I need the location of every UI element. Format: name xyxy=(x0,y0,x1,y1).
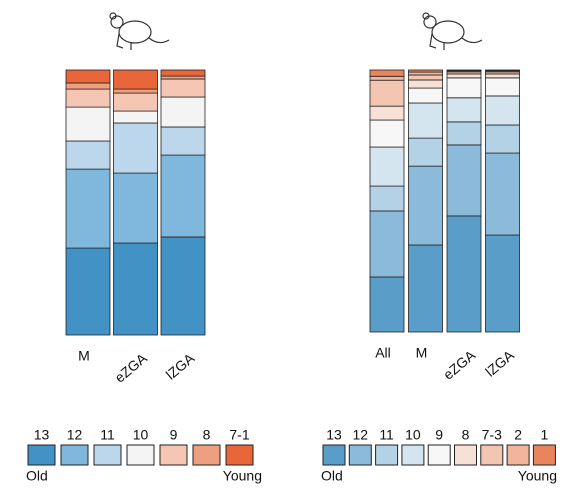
bar-segment xyxy=(486,74,520,78)
bar-segment xyxy=(161,79,205,97)
x-tick-label: lZGA xyxy=(163,349,198,382)
bar-segment xyxy=(370,186,404,211)
legend-swatch xyxy=(61,445,88,465)
legend-label: 12 xyxy=(67,427,83,443)
bar-segment xyxy=(447,98,481,122)
bar-segment xyxy=(114,89,158,93)
bar-segment xyxy=(409,75,443,80)
legend-label: 7-3 xyxy=(482,427,502,443)
bar-segment xyxy=(66,141,110,169)
bar-segment xyxy=(370,76,404,80)
legend-swatch xyxy=(323,445,345,465)
bar-segment xyxy=(370,147,404,186)
mouse-icon xyxy=(110,13,169,50)
bar-segment xyxy=(161,155,205,237)
legend-label: 10 xyxy=(405,427,421,443)
bar-segment xyxy=(66,70,110,83)
bar-segment xyxy=(447,78,481,98)
bar-segment xyxy=(114,93,158,111)
figure: MeZGAlZGA13121110987-1OldYoungAllMeZGAlZ… xyxy=(0,0,574,488)
legend-swatch xyxy=(127,445,154,465)
x-tick-label: M xyxy=(416,345,428,361)
legend-swatch xyxy=(402,445,424,465)
bar-segment xyxy=(370,211,404,277)
legend-label: 11 xyxy=(100,427,115,443)
bar-segment xyxy=(66,107,110,141)
x-tick-label: All xyxy=(375,345,391,361)
legend-label: 1 xyxy=(541,427,549,443)
bar-segment xyxy=(161,237,205,335)
legend-end-label: Old xyxy=(26,468,48,484)
legend-swatch xyxy=(94,445,121,465)
bar-segment xyxy=(370,120,404,147)
bar-segment xyxy=(486,70,520,71)
bar-segment xyxy=(370,106,404,120)
bar-segment xyxy=(66,83,110,89)
bar-segment xyxy=(114,243,158,335)
bar-segment xyxy=(161,97,205,127)
bar-segment xyxy=(66,248,110,335)
bar-segment xyxy=(447,145,481,216)
bar-segment xyxy=(409,70,443,72)
legend-label: 9 xyxy=(435,427,443,443)
x-tick-label: M xyxy=(78,348,90,364)
x-tick-label: eZGA xyxy=(112,349,151,385)
bar-segment xyxy=(66,89,110,107)
legend-swatch xyxy=(481,445,503,465)
x-tick-label: lZGA xyxy=(482,346,517,379)
legend-label: 7-1 xyxy=(229,427,249,443)
bar-segment xyxy=(409,103,443,138)
bar-segment xyxy=(447,216,481,332)
bar-segment xyxy=(486,78,520,96)
legend-swatch xyxy=(28,445,55,465)
legend-swatch xyxy=(507,445,529,465)
legend-label: 12 xyxy=(353,427,369,443)
bar-segment xyxy=(447,74,481,78)
bar-segment xyxy=(114,173,158,243)
bar-segment xyxy=(114,111,158,123)
legend-swatch xyxy=(349,445,371,465)
legend-label: 10 xyxy=(133,427,149,443)
legend-label: 2 xyxy=(514,427,522,443)
bar-segment xyxy=(409,88,443,103)
legend-label: 13 xyxy=(34,427,50,443)
bar-segment xyxy=(409,138,443,166)
legend-label: 8 xyxy=(462,427,470,443)
bar-segment xyxy=(161,76,205,79)
bar-segment xyxy=(486,153,520,235)
bar-segment xyxy=(447,122,481,145)
legend-swatch xyxy=(455,445,477,465)
legend-swatch xyxy=(533,445,555,465)
legend-label: 8 xyxy=(203,427,211,443)
bar-segment xyxy=(486,235,520,332)
bar-segment xyxy=(114,70,158,89)
bar-segment xyxy=(409,72,443,75)
mouse-icon xyxy=(423,13,482,50)
legend-label: 9 xyxy=(170,427,178,443)
legend-swatch xyxy=(428,445,450,465)
bar-segment xyxy=(409,166,443,245)
legend-swatch xyxy=(193,445,220,465)
bar-segment xyxy=(66,169,110,248)
bar-segment xyxy=(161,127,205,155)
legend-label: 13 xyxy=(326,427,342,443)
bar-segment xyxy=(370,277,404,332)
bar-segment xyxy=(486,125,520,153)
legend-swatch xyxy=(160,445,187,465)
bar-segment xyxy=(409,245,443,332)
bar-segment xyxy=(409,80,443,88)
legend-end-label: Young xyxy=(518,468,557,484)
bar-segment xyxy=(486,96,520,125)
bar-segment xyxy=(370,70,404,76)
legend-label: 11 xyxy=(379,427,394,443)
bar-segment xyxy=(114,123,158,173)
bar-segment xyxy=(370,80,404,106)
legend-swatch xyxy=(376,445,398,465)
legend-end-label: Young xyxy=(223,468,262,484)
x-tick-label: eZGA xyxy=(440,346,479,382)
bar-segment xyxy=(447,70,481,71)
legend-swatch xyxy=(226,445,253,465)
legend-end-label: Old xyxy=(321,468,343,484)
bar-segment xyxy=(161,70,205,76)
